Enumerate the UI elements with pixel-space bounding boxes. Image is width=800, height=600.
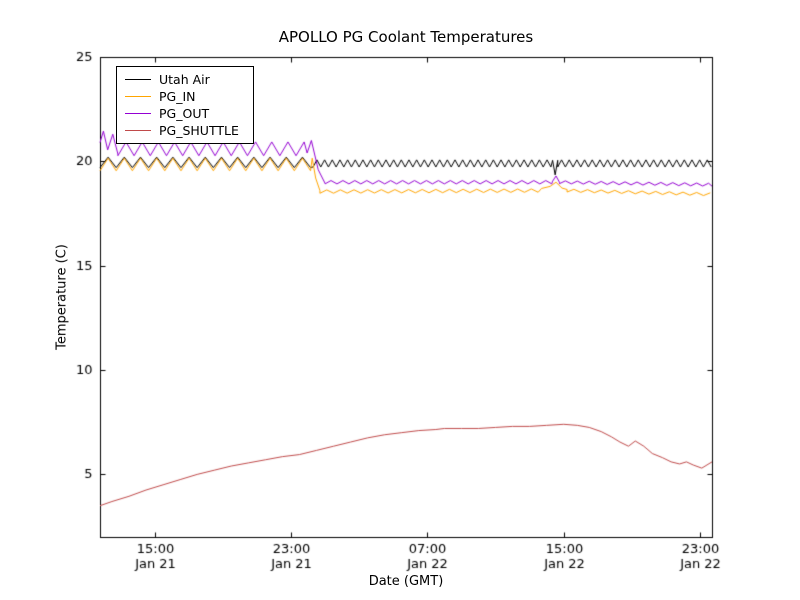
legend-item: PG_SHUTTLE <box>125 123 239 138</box>
legend-item-label: Utah Air <box>159 72 210 87</box>
legend: Utah Air PG_IN PG_OUT PG_SHUTTLE <box>116 66 254 144</box>
chart-title: APOLLO PG Coolant Temperatures <box>278 28 534 46</box>
x-axis-label: Date (GMT) <box>368 574 444 589</box>
legend-line-sample <box>125 79 151 80</box>
legend-item: PG_IN <box>125 89 239 104</box>
y-axis-label: Temperature (C) <box>54 244 70 350</box>
legend-line-sample <box>125 130 151 131</box>
legend-line-sample <box>125 113 151 114</box>
legend-item-label: PG_IN <box>159 89 196 104</box>
legend-item: PG_OUT <box>125 106 239 121</box>
legend-item-label: PG_OUT <box>159 106 210 121</box>
legend-item: Utah Air <box>125 72 239 87</box>
legend-item-label: PG_SHUTTLE <box>159 123 239 138</box>
legend-line-sample <box>125 96 151 97</box>
